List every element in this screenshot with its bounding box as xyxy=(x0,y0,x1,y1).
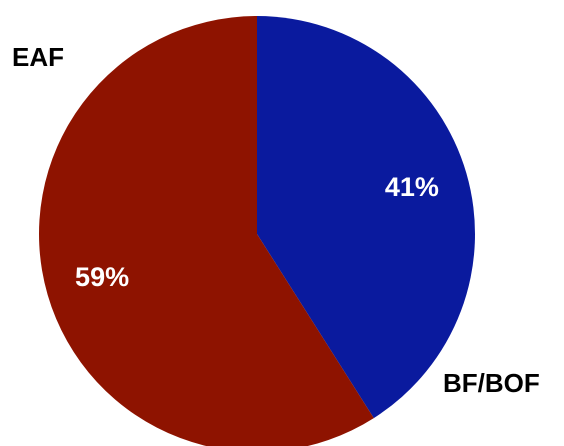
category-label-bf-bof: BF/BOF xyxy=(443,368,540,398)
pie-slice-value-label: 59% xyxy=(75,262,129,292)
pie-slices xyxy=(38,16,475,446)
pie-slice-value-label: 41% xyxy=(385,172,439,202)
pie-slice-labels: 41% 59% xyxy=(75,172,439,292)
category-label-eaf: EAF xyxy=(12,42,64,72)
pie-slice-bf-bof xyxy=(257,16,475,419)
pie-slice-eaf xyxy=(38,16,374,446)
